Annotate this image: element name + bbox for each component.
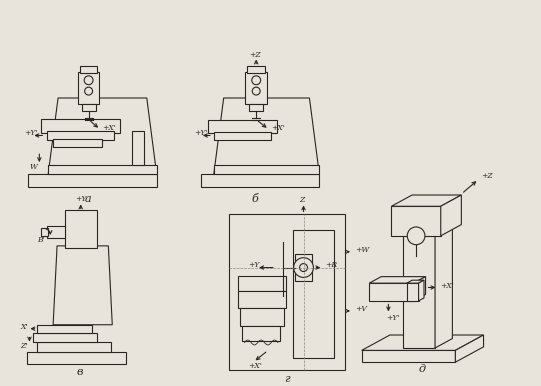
Text: +Y: +Y — [248, 261, 260, 269]
Text: в: в — [76, 367, 83, 377]
Bar — [242, 326, 280, 340]
Circle shape — [300, 264, 307, 271]
Circle shape — [294, 258, 313, 278]
Polygon shape — [441, 195, 461, 236]
Polygon shape — [407, 280, 424, 283]
Bar — [41, 228, 48, 236]
Text: +V: +V — [355, 305, 367, 313]
Bar — [239, 276, 286, 291]
Bar — [65, 210, 96, 248]
Bar — [246, 72, 267, 104]
Polygon shape — [407, 283, 419, 301]
Text: +Y': +Y' — [194, 129, 208, 137]
Bar — [80, 66, 97, 73]
Bar — [34, 333, 97, 342]
Bar — [41, 119, 120, 132]
Circle shape — [84, 76, 93, 85]
Polygon shape — [392, 206, 441, 236]
Text: +Y: +Y — [75, 195, 86, 203]
Polygon shape — [370, 283, 414, 301]
Text: +X': +X' — [102, 124, 116, 132]
Polygon shape — [48, 98, 157, 174]
Polygon shape — [362, 335, 484, 350]
Bar — [132, 130, 144, 165]
Bar — [53, 139, 102, 147]
Circle shape — [252, 76, 261, 85]
Bar — [29, 174, 157, 187]
Text: б: б — [252, 193, 259, 203]
Bar — [214, 165, 319, 174]
Text: +X': +X' — [248, 362, 262, 370]
Text: +Y': +Y' — [24, 129, 38, 137]
Text: +X': +X' — [271, 124, 285, 132]
Bar — [37, 325, 91, 333]
Text: W: W — [29, 163, 37, 171]
Bar — [78, 72, 100, 104]
Circle shape — [407, 227, 425, 245]
Polygon shape — [456, 335, 484, 362]
Polygon shape — [404, 225, 452, 235]
Polygon shape — [362, 350, 456, 362]
Bar — [208, 120, 277, 132]
Bar — [214, 132, 271, 141]
Text: +W: +W — [355, 246, 369, 254]
Polygon shape — [414, 277, 426, 301]
Bar — [37, 342, 111, 352]
Text: Z: Z — [300, 196, 305, 203]
Polygon shape — [214, 98, 319, 174]
Bar — [239, 291, 286, 308]
Bar — [293, 230, 334, 358]
Text: г: г — [284, 374, 289, 384]
Text: Z': Z' — [21, 342, 28, 350]
Text: +Z: +Z — [481, 172, 493, 180]
Text: +X': +X' — [440, 283, 454, 291]
Polygon shape — [435, 225, 452, 348]
Text: +R: +R — [325, 261, 338, 269]
Text: +Z: +Z — [249, 51, 261, 59]
Polygon shape — [404, 235, 435, 348]
Bar — [240, 308, 284, 326]
Text: а: а — [84, 193, 91, 203]
Bar — [247, 66, 265, 73]
Bar — [82, 104, 96, 111]
Polygon shape — [419, 280, 424, 301]
Polygon shape — [370, 277, 426, 283]
Bar — [28, 352, 126, 364]
Circle shape — [252, 87, 260, 95]
Text: X': X' — [21, 323, 28, 331]
Bar — [295, 254, 312, 281]
Polygon shape — [53, 246, 113, 325]
Bar — [47, 130, 114, 141]
Text: +Y': +Y' — [386, 314, 400, 322]
Bar — [201, 174, 319, 187]
Bar — [48, 165, 157, 174]
Text: д: д — [418, 364, 425, 374]
Bar — [229, 214, 345, 370]
Bar — [47, 226, 65, 238]
Text: B': B' — [37, 236, 45, 244]
Circle shape — [85, 87, 93, 95]
Polygon shape — [392, 195, 461, 206]
Bar — [249, 104, 263, 111]
